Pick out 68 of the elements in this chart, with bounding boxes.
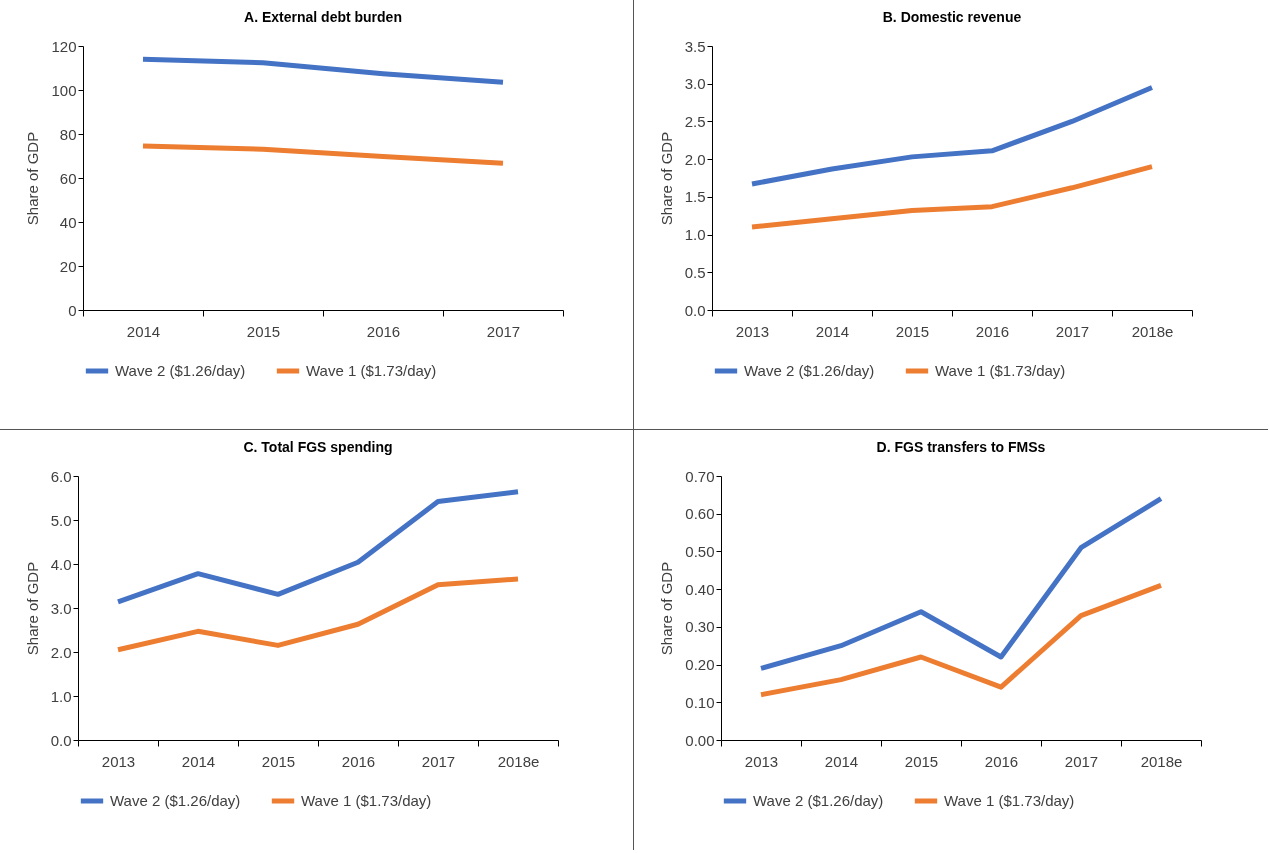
y-axis-title: Share of GDP (658, 561, 676, 656)
y-tick-label: 80 (59, 125, 77, 143)
y-tick-label: 2.0 (50, 643, 72, 661)
chart-title: C. Total FGS spending (243, 439, 393, 455)
chart-title: D. FGS transfers to FMSs (876, 439, 1046, 455)
x-tick-label: 2015 (904, 752, 939, 770)
y-tick-label: 100 (51, 81, 77, 99)
y-tick-label: 0 (68, 301, 77, 319)
y-axis-title: Share of GDP (24, 131, 42, 226)
y-tick-label: 3.5 (684, 37, 706, 55)
y-tick-label: 1.0 (50, 687, 72, 705)
y-axis-title: Share of GDP (23, 561, 41, 656)
y-tick-label: 2.5 (684, 112, 706, 130)
x-tick-label: 2013 (101, 752, 136, 770)
x-tick-label: 2015 (246, 322, 281, 340)
y-tick-label: 1.0 (684, 226, 706, 244)
x-tick-label: 2017 (486, 322, 521, 340)
y-tick-label: 0.50 (685, 542, 715, 560)
x-tick-label: 2013 (744, 752, 779, 770)
legend-label: Wave 1 ($1.73/day) (944, 792, 1075, 809)
legend-label: Wave 1 ($1.73/day) (935, 362, 1066, 379)
y-tick-label: 1.5 (684, 188, 706, 206)
x-tick-label: 2016 (366, 322, 401, 340)
legend-label: Wave 2 ($1.26/day) (110, 792, 241, 809)
legend-label: Wave 1 ($1.73/day) (306, 362, 437, 379)
x-tick-label: 2015 (261, 752, 296, 770)
x-tick-label: 2014 (824, 752, 859, 770)
x-tick-label: 2017 (421, 752, 456, 770)
x-tick-label: 2018e (497, 752, 540, 770)
chart-title: B. Domestic revenue (882, 9, 1022, 25)
x-tick-label: 2015 (895, 322, 930, 340)
y-tick-label: 0.0 (50, 731, 72, 749)
legend-label: Wave 2 ($1.26/day) (753, 792, 884, 809)
y-tick-label: 3.0 (50, 599, 72, 617)
y-tick-label: 60 (59, 169, 77, 187)
y-tick-label: 3.0 (684, 75, 706, 93)
x-tick-label: 2017 (1055, 322, 1090, 340)
legend-label: Wave 2 ($1.26/day) (115, 362, 246, 379)
y-tick-label: 0.70 (685, 467, 715, 485)
y-tick-label: 6.0 (50, 467, 72, 485)
x-tick-label: 2016 (984, 752, 1019, 770)
y-tick-label: 4.0 (50, 555, 72, 573)
chart-title: A. External debt burden (244, 9, 402, 25)
x-tick-label: 2017 (1064, 752, 1099, 770)
y-tick-label: 40 (59, 213, 77, 231)
x-tick-label: 2013 (735, 322, 770, 340)
x-tick-label: 2018e (1140, 752, 1183, 770)
y-tick-label: 0.30 (685, 618, 715, 636)
y-tick-label: 0.5 (684, 263, 706, 281)
x-tick-label: 2016 (975, 322, 1010, 340)
y-tick-label: 0.60 (685, 505, 715, 523)
y-tick-label: 0.40 (685, 580, 715, 598)
x-tick-label: 2014 (126, 322, 161, 340)
y-tick-label: 2.0 (684, 150, 706, 168)
y-tick-label: 0.00 (685, 731, 715, 749)
x-tick-label: 2018e (1131, 322, 1174, 340)
y-tick-label: 20 (59, 257, 77, 275)
y-tick-label: 0.20 (685, 656, 715, 674)
y-tick-label: 120 (51, 37, 77, 55)
x-tick-label: 2014 (181, 752, 216, 770)
y-tick-label: 5.0 (50, 511, 72, 529)
legend-label: Wave 2 ($1.26/day) (744, 362, 875, 379)
x-tick-label: 2016 (341, 752, 376, 770)
y-tick-label: 0.0 (684, 301, 706, 319)
x-tick-label: 2014 (815, 322, 850, 340)
legend-label: Wave 1 ($1.73/day) (301, 792, 432, 809)
y-tick-label: 0.10 (685, 693, 715, 711)
y-axis-title: Share of GDP (657, 131, 675, 226)
